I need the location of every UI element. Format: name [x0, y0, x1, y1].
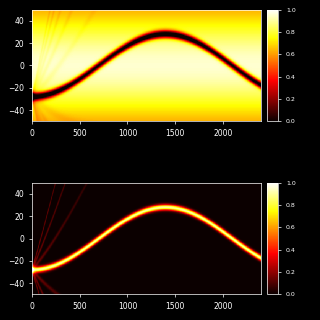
- X-axis label: t: t: [145, 143, 148, 154]
- X-axis label: t: t: [145, 316, 148, 320]
